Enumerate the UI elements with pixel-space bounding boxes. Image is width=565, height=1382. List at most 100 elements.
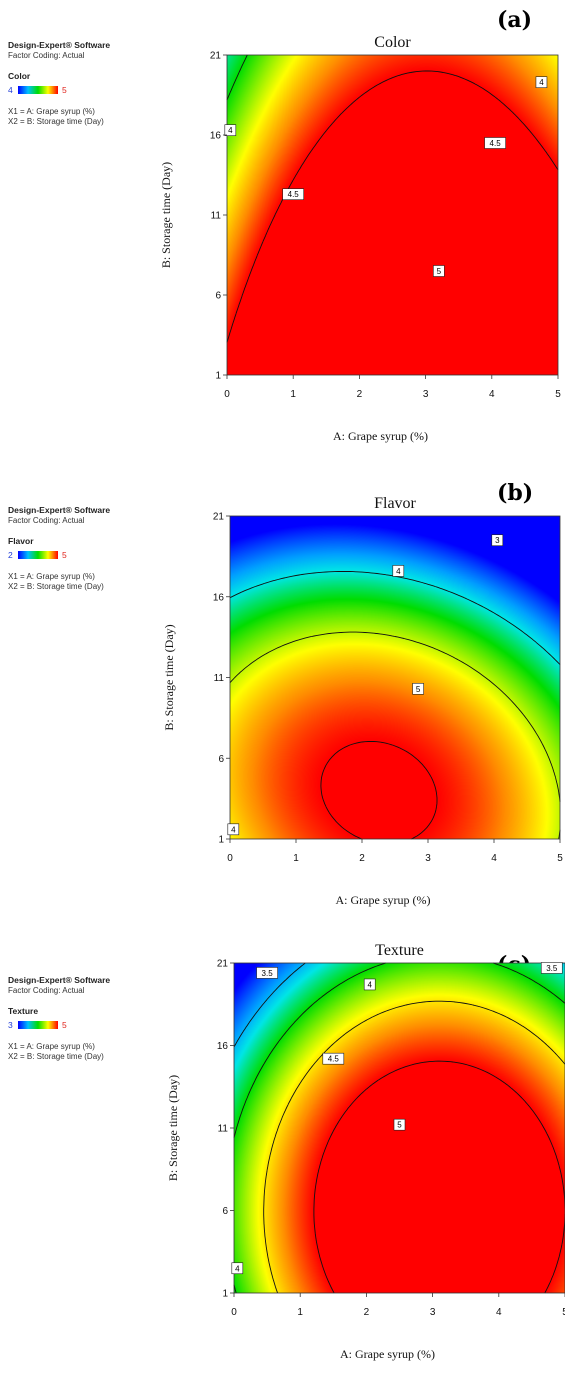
x-tick-label: 2 xyxy=(364,1307,370,1318)
x-tick-label: 2 xyxy=(357,389,363,400)
x-axis-label: A: Grape syrup (%) xyxy=(336,893,431,907)
svg-text:3.5: 3.5 xyxy=(546,964,558,973)
factor-x1: X1 = A: Grape syrup (%) xyxy=(8,1042,95,1051)
contour-label: 4.5 xyxy=(322,1052,345,1065)
panel-texture: Design-Expert® Software Factor Coding: A… xyxy=(0,920,565,1382)
svg-text:4: 4 xyxy=(235,1264,240,1273)
contour-line-4-5 xyxy=(263,1000,565,1294)
contour-label: 4 xyxy=(231,1262,244,1275)
response-name: Flavor xyxy=(8,536,34,546)
y-tick-label: 16 xyxy=(213,592,225,603)
legend-gradient xyxy=(18,85,58,94)
legend-min: 3 xyxy=(8,1019,13,1030)
legend-max: 5 xyxy=(62,84,67,95)
y-tick-label: 21 xyxy=(217,959,229,970)
panel-flavor: Design-Expert® Software Factor Coding: A… xyxy=(0,460,565,920)
y-tick-label: 11 xyxy=(214,673,225,684)
x-tick-label: 4 xyxy=(489,389,495,400)
panel-letter: (b) xyxy=(497,480,534,506)
factor-coding: Factor Coding: Actual xyxy=(8,986,85,995)
y-tick-label: 6 xyxy=(218,754,224,765)
response-name: Texture xyxy=(8,1006,39,1016)
chart-title: Color xyxy=(374,34,411,51)
x-tick-label: 3 xyxy=(425,853,431,864)
legend-gradient xyxy=(18,550,58,559)
contour-line-4 xyxy=(229,631,561,840)
x-tick-label: 1 xyxy=(297,1307,303,1318)
legend-min: 4 xyxy=(8,84,13,95)
legend-sidebar: Design-Expert® Software Factor Coding: A… xyxy=(8,505,173,592)
svg-text:5: 5 xyxy=(397,1121,402,1130)
x-tick-label: 3 xyxy=(423,389,429,400)
svg-text:3: 3 xyxy=(495,536,500,545)
y-tick-label: 21 xyxy=(213,512,225,523)
heatmap-surface xyxy=(227,55,558,375)
contour-label: 3.5 xyxy=(540,962,563,974)
factor-x1: X1 = A: Grape syrup (%) xyxy=(8,107,95,116)
factor-list: X1 = A: Grape syrup (%) X2 = B: Storage … xyxy=(8,572,173,592)
chart-title: Flavor xyxy=(374,495,416,512)
svg-text:4: 4 xyxy=(396,567,401,576)
color-legend: 4 5 xyxy=(8,84,173,95)
contour-chart: 3.544.553.5401234516111621TextureA: Grap… xyxy=(166,942,565,1361)
svg-text:3.5: 3.5 xyxy=(262,969,274,978)
x-tick-label: 5 xyxy=(562,1307,565,1318)
svg-text:4: 4 xyxy=(539,78,544,87)
factor-x2: X2 = B: Storage time (Day) xyxy=(8,1052,104,1061)
legend-sidebar: Design-Expert® Software Factor Coding: A… xyxy=(8,975,173,1062)
y-tick-label: 16 xyxy=(210,131,222,142)
contour-line-5 xyxy=(320,740,438,840)
contour-line-4 xyxy=(233,962,565,1294)
y-tick-label: 6 xyxy=(215,291,221,302)
heatmap-surface xyxy=(230,516,560,839)
panel-letter: (a) xyxy=(497,7,533,33)
svg-text:4: 4 xyxy=(228,126,233,135)
x-tick-label: 3 xyxy=(430,1307,436,1318)
software-name: Design-Expert® Software xyxy=(8,505,111,515)
x-tick-label: 4 xyxy=(491,853,497,864)
contour-label: 4 xyxy=(535,76,548,88)
y-tick-label: 21 xyxy=(210,51,222,62)
x-tick-label: 5 xyxy=(555,389,561,400)
legend-max: 5 xyxy=(62,1019,67,1030)
contour-label: 4.5 xyxy=(484,137,506,149)
y-tick-label: 1 xyxy=(218,835,224,846)
x-tick-label: 1 xyxy=(293,853,299,864)
color-legend: 2 5 xyxy=(8,549,173,560)
y-tick-label: 1 xyxy=(215,371,221,382)
contour-label: 5 xyxy=(393,1118,406,1131)
y-tick-label: 6 xyxy=(222,1206,228,1217)
x-tick-label: 0 xyxy=(224,389,230,400)
contour-label: 4 xyxy=(227,823,240,836)
software-name: Design-Expert® Software xyxy=(8,40,111,50)
chart-title: Texture xyxy=(375,942,424,959)
svg-text:5: 5 xyxy=(416,685,421,694)
y-axis-label: B: Storage time (Day) xyxy=(166,1075,180,1181)
contour-label: 4 xyxy=(363,978,376,991)
y-axis-label: B: Storage time (Day) xyxy=(159,162,173,268)
contour-label: 4.5 xyxy=(282,188,305,200)
x-axis-label: A: Grape syrup (%) xyxy=(340,1347,435,1361)
svg-text:4.5: 4.5 xyxy=(328,1055,340,1064)
contour-label: 4 xyxy=(392,565,405,577)
factor-x1: X1 = A: Grape syrup (%) xyxy=(8,572,95,581)
x-axis-label: A: Grape syrup (%) xyxy=(333,429,428,443)
contour-line-5 xyxy=(313,1060,565,1294)
y-axis-label: B: Storage time (Day) xyxy=(162,624,176,730)
legend-gradient xyxy=(18,1020,58,1029)
legend-min: 2 xyxy=(8,549,13,560)
svg-text:4: 4 xyxy=(231,825,236,834)
x-tick-label: 2 xyxy=(359,853,365,864)
factor-coding: Factor Coding: Actual xyxy=(8,51,85,60)
legend-sidebar: Design-Expert® Software Factor Coding: A… xyxy=(8,40,173,127)
svg-text:4: 4 xyxy=(367,980,372,989)
y-tick-label: 1 xyxy=(222,1289,228,1300)
x-tick-label: 0 xyxy=(231,1307,237,1318)
factor-list: X1 = A: Grape syrup (%) X2 = B: Storage … xyxy=(8,107,173,127)
factor-coding: Factor Coding: Actual xyxy=(8,516,85,525)
contour-label: 3.5 xyxy=(256,967,278,979)
response-name: Color xyxy=(8,71,31,81)
factor-list: X1 = A: Grape syrup (%) X2 = B: Storage … xyxy=(8,1042,173,1062)
svg-text:4.5: 4.5 xyxy=(288,190,300,199)
